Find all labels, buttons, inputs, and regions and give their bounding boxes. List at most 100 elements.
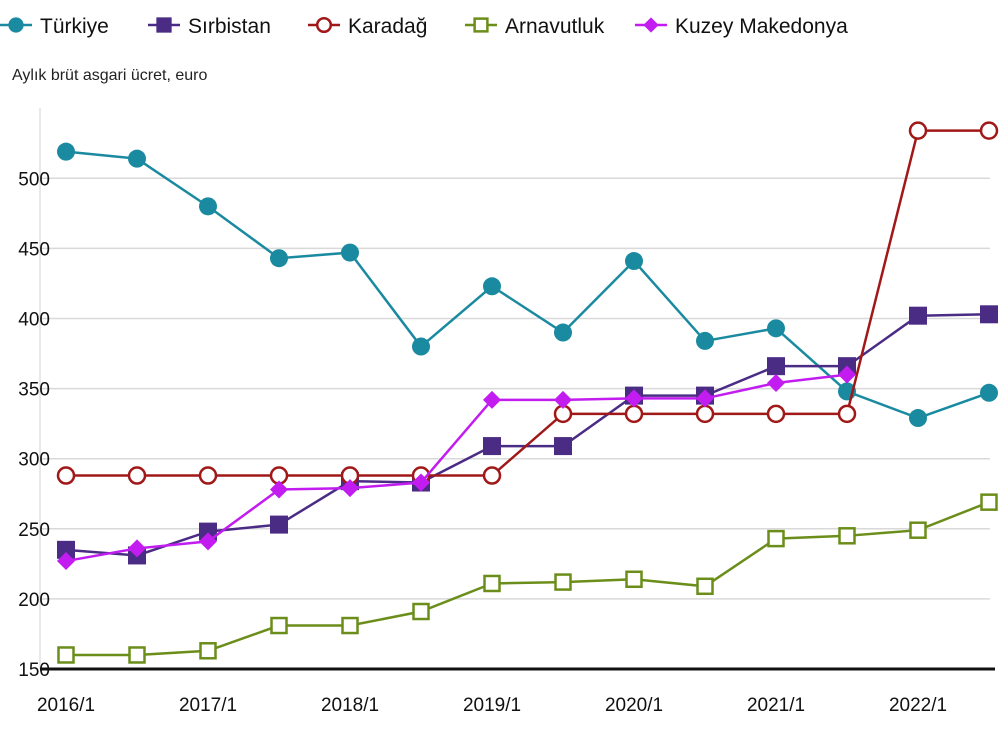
legend-item: Sırbistan: [148, 15, 271, 38]
x-tick-labels: 2016/1 2017/1 2018/1 2019/1 2020/1 2021/1 2022…: [37, 695, 947, 716]
y-tick-label: 450: [18, 239, 50, 260]
data-point: [57, 552, 75, 571]
data-point: [554, 573, 572, 591]
data-point: [56, 466, 76, 485]
x-tick-label: 2017/1: [179, 695, 237, 716]
data-point: [980, 305, 998, 324]
x-tick-label: 2021/1: [747, 695, 805, 716]
legend-marker-icon: [643, 17, 659, 33]
data-point: [483, 437, 501, 456]
legend-marker-icon: [473, 17, 489, 33]
data-point: [57, 540, 75, 559]
series-line: [65, 150, 990, 420]
data-point: [341, 616, 359, 635]
y-tick-label: 500: [18, 169, 50, 190]
y-tick-label: 350: [18, 380, 50, 401]
data-point: [127, 466, 147, 485]
series-karadağ: [56, 121, 999, 485]
data-point: [767, 373, 785, 392]
data-point: [696, 389, 714, 408]
data-point: [270, 480, 288, 499]
series-line: [65, 313, 990, 557]
data-point: [128, 646, 146, 664]
legend-item: Karadağ: [308, 15, 427, 38]
legend-marker-icon: [315, 16, 333, 34]
data-point: [695, 404, 715, 424]
legend-item: Arnavutluk: [465, 15, 605, 38]
data-point: [554, 323, 572, 342]
data-point: [199, 642, 217, 660]
x-tick-label: 2022/1: [889, 695, 947, 716]
data-point: [412, 602, 430, 621]
y-tick-label: 300: [18, 450, 50, 471]
y-tick-label: 200: [18, 590, 50, 611]
data-point: [767, 357, 785, 376]
series-türkiye: [57, 142, 998, 428]
legend-marker-icon: [8, 17, 24, 33]
data-point: [909, 521, 927, 539]
data-point: [57, 646, 75, 664]
data-point: [838, 365, 856, 384]
data-point: [483, 574, 501, 593]
data-point: [625, 570, 643, 589]
series-line: [66, 500, 990, 657]
data-point: [696, 331, 714, 350]
x-tick-label: 2018/1: [321, 695, 379, 716]
data-point: [341, 243, 359, 262]
series-line: [66, 129, 989, 477]
x-tick-label: 2020/1: [605, 695, 663, 716]
y-tick-label: 150: [18, 660, 50, 681]
series-group: [56, 121, 999, 664]
gridlines: [39, 108, 995, 671]
data-point: [766, 404, 786, 424]
data-point: [838, 527, 856, 545]
series-sırbistan: [57, 305, 998, 565]
data-point: [483, 277, 501, 296]
data-point: [57, 142, 75, 161]
data-point: [980, 383, 998, 402]
data-point: [198, 466, 218, 485]
y-tick-label: 250: [18, 520, 50, 541]
data-point: [412, 473, 430, 492]
legend-label: Türkiye: [40, 15, 109, 38]
data-point: [625, 252, 643, 271]
data-point: [199, 522, 217, 541]
series-kuzey-makedonya: [57, 365, 856, 571]
data-point: [554, 437, 572, 456]
data-point: [908, 121, 928, 140]
data-point: [128, 149, 146, 168]
series-line: [65, 373, 848, 563]
y-axis-label: Aylık brüt asgari ücret, euro: [12, 67, 207, 84]
legend-label: Karadağ: [348, 15, 427, 38]
data-point: [128, 539, 146, 558]
data-point: [270, 616, 288, 635]
data-point: [554, 390, 572, 409]
data-point: [412, 337, 430, 356]
data-point: [483, 390, 501, 409]
data-point: [837, 404, 857, 424]
y-tick-label: 400: [18, 310, 50, 331]
data-point: [767, 319, 785, 338]
data-point: [270, 249, 288, 268]
data-point: [909, 409, 927, 428]
legend-label: Sırbistan: [188, 15, 271, 38]
data-point: [270, 515, 288, 534]
data-point: [696, 577, 714, 596]
legend-label: Kuzey Makedonya: [675, 15, 848, 38]
data-point: [980, 493, 998, 511]
legend-item: Türkiye: [0, 15, 109, 38]
x-tick-label: 2016/1: [37, 695, 95, 716]
data-point: [979, 121, 999, 140]
series-arnavutluk: [57, 493, 998, 664]
legend-label: Arnavutluk: [505, 15, 605, 38]
x-tick-label: 2019/1: [463, 695, 521, 716]
data-point: [199, 197, 217, 216]
data-point: [909, 306, 927, 325]
legend-item: Kuzey Makedonya: [635, 15, 848, 38]
data-point: [624, 404, 644, 424]
legend-marker-icon: [156, 17, 172, 33]
data-point: [767, 529, 785, 548]
y-tick-labels: 150 200 250 300 350 400 450 500: [18, 169, 50, 681]
data-point: [482, 466, 502, 485]
